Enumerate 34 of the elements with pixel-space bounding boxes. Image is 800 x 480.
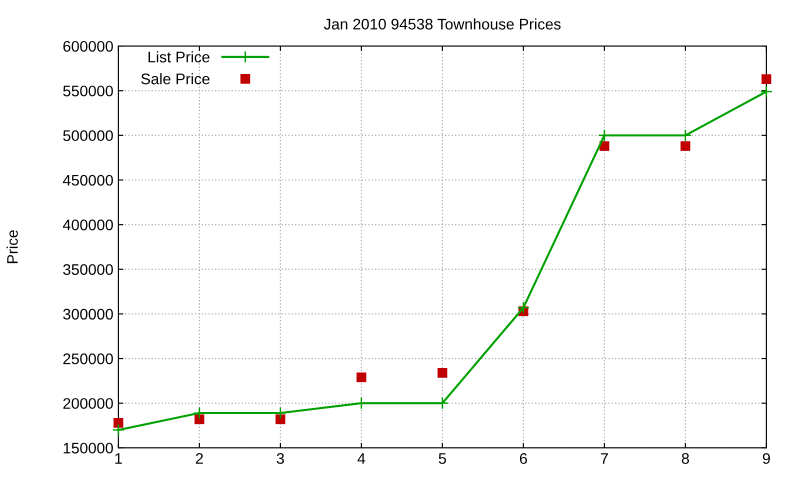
point — [600, 141, 610, 151]
point — [762, 74, 772, 84]
y-tick-label: 450000 — [62, 174, 113, 186]
point — [112, 424, 125, 436]
x-tick-label: 6 — [520, 453, 527, 464]
point — [114, 418, 124, 428]
legend-label: Sale Price — [141, 73, 210, 84]
point — [276, 414, 286, 424]
x-tick-label: 4 — [358, 453, 366, 464]
x-tick-label: 2 — [196, 453, 203, 464]
y-tick-label: 350000 — [63, 264, 113, 275]
x-tick-label: 9 — [762, 453, 770, 464]
x-tick-label: 1 — [115, 453, 122, 464]
x-tick-label: 7 — [600, 453, 608, 464]
x-tick-label: 3 — [276, 453, 284, 464]
y-tick-label: 150000 — [64, 442, 113, 454]
point — [438, 368, 448, 378]
y-tick-label: 300000 — [63, 308, 113, 320]
y-tick-label: 400000 — [62, 220, 113, 230]
point — [194, 414, 204, 424]
y-tick-label: 550000 — [63, 86, 113, 96]
y-tick-label: 250000 — [63, 353, 113, 364]
y-tick-label: 500000 — [63, 130, 113, 142]
x-tick-label: 5 — [438, 453, 446, 464]
point — [517, 301, 530, 314]
y-tick-label: 600000 — [63, 40, 113, 52]
y-tick-label: 200000 — [63, 398, 113, 409]
y-axis-title: Price — [6, 230, 18, 264]
x-tick-label: 8 — [682, 453, 689, 464]
point — [356, 372, 366, 382]
chart-title: Jan 2010 94538 Townhouse Prices — [324, 18, 561, 30]
point — [680, 141, 690, 151]
legend-label: List Price — [148, 51, 210, 62]
point — [760, 85, 773, 98]
